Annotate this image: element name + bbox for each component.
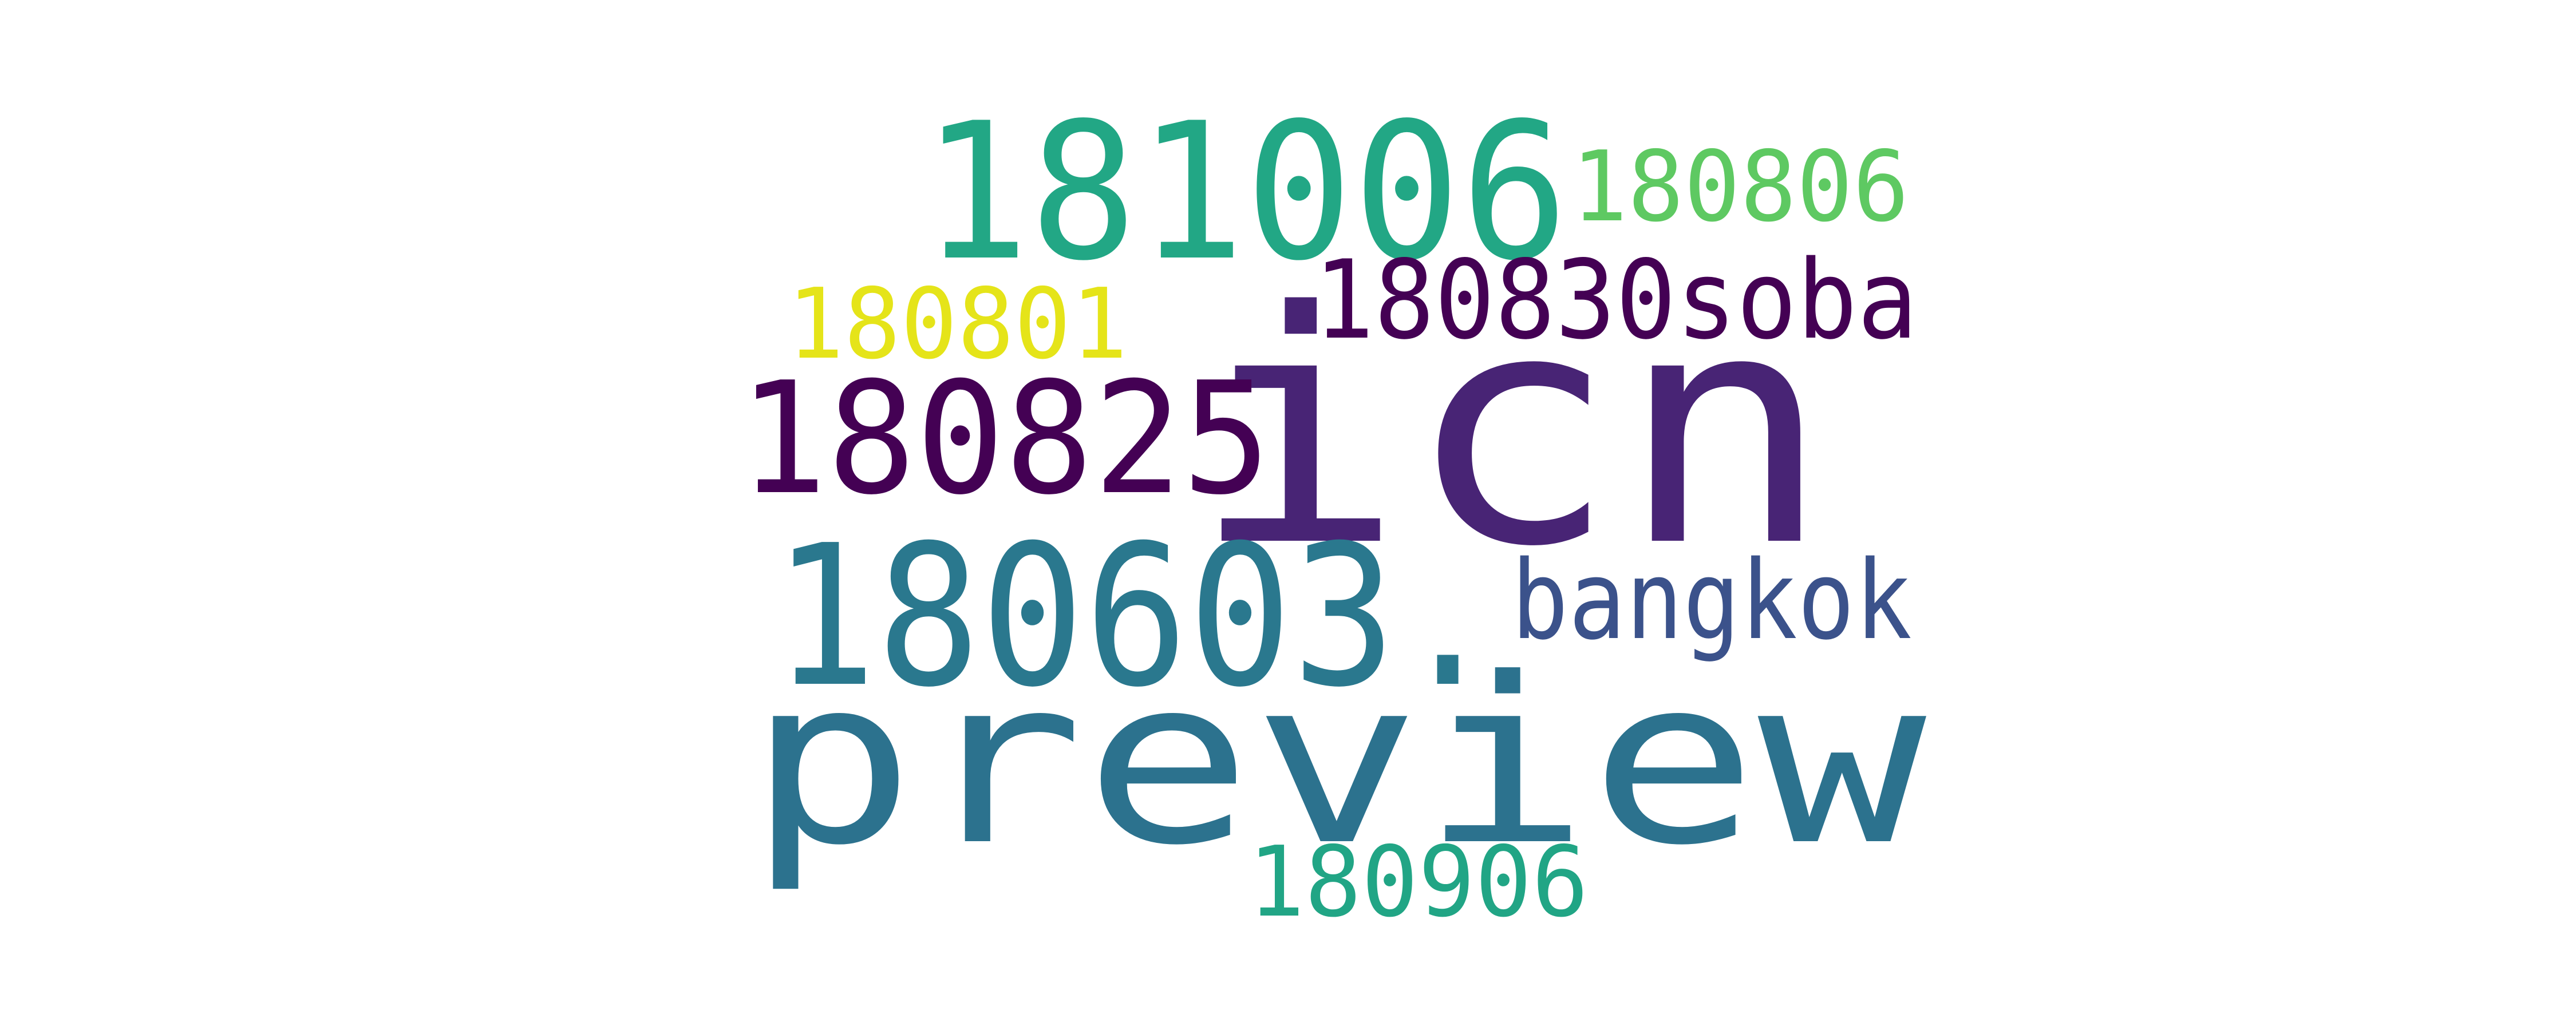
word-181006: 181006 xyxy=(922,82,1568,302)
word-bangkok: bangkok xyxy=(1511,537,1912,664)
word-180603: 180603. xyxy=(773,504,1500,730)
word-180801: 180801 xyxy=(787,268,1128,381)
word-180906: 180906 xyxy=(1248,826,1589,939)
word-180825: 180825 xyxy=(738,348,1271,529)
word-180830soba: 180830soba xyxy=(1314,237,1918,363)
word-180806: 180806 xyxy=(1571,130,1909,244)
word-preview: preview xyxy=(747,629,1929,896)
word-icn: icn xyxy=(1191,244,1832,617)
